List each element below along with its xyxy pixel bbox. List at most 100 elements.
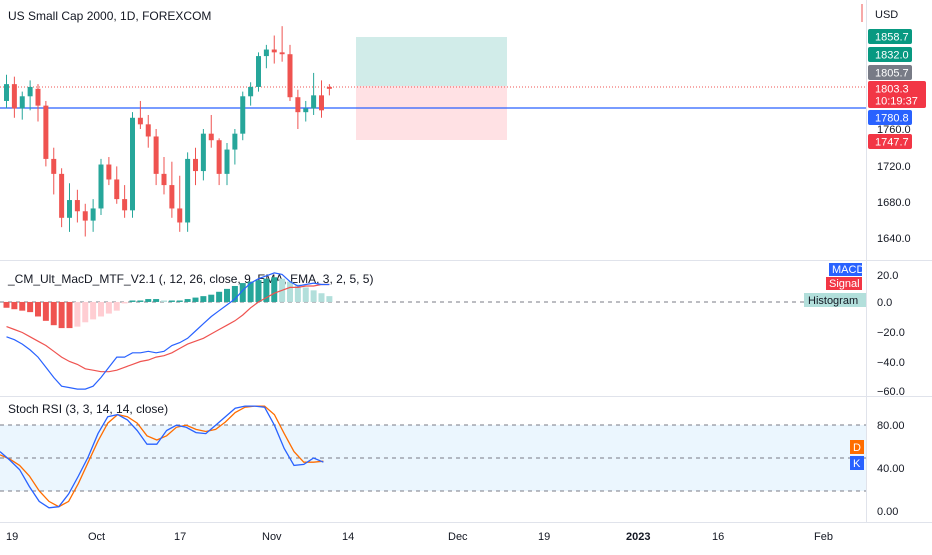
macd-histogram-bar — [137, 300, 144, 302]
stop-zone[interactable] — [356, 86, 507, 140]
candlestick-series[interactable] — [4, 26, 332, 237]
candle — [145, 114, 151, 148]
candle — [303, 100, 309, 122]
candle — [27, 80, 33, 111]
price-label-target: 1858.7 — [868, 29, 912, 44]
macd-histogram[interactable] — [3, 277, 333, 329]
macd-histogram-bar — [247, 281, 254, 302]
candle — [169, 161, 175, 218]
candle — [271, 35, 277, 64]
time-label: Nov — [262, 531, 282, 543]
time-label: Feb — [814, 531, 833, 543]
time-label: Oct — [88, 531, 105, 543]
macd-histogram-bar — [161, 300, 167, 302]
price-label-high: 1832.0 — [868, 47, 912, 62]
macd-histogram-bar — [129, 300, 136, 302]
macd-tick: −60.0 — [877, 386, 905, 398]
candle — [287, 44, 293, 101]
candle-body — [193, 158, 198, 172]
macd-histogram-bar — [184, 299, 191, 302]
candle-body — [130, 117, 135, 211]
candle-body — [4, 84, 9, 101]
target-zone[interactable] — [356, 37, 507, 86]
candle — [193, 147, 198, 186]
candle-body — [82, 211, 88, 221]
candle — [82, 203, 88, 237]
candle-body — [106, 164, 112, 180]
candle — [240, 91, 246, 141]
macd-histogram-bar — [294, 284, 301, 302]
candle-body — [232, 133, 238, 150]
candle-body — [145, 124, 151, 137]
candle — [90, 199, 96, 232]
macd-histogram-bar — [105, 301, 112, 314]
macd-histogram-bar — [231, 285, 238, 302]
candle-body — [303, 108, 309, 113]
stoch-k-line — [0, 405, 324, 509]
price-label-stop: 1747.7 — [868, 134, 912, 149]
candle-body — [177, 208, 183, 223]
candle — [4, 74, 9, 109]
time-label: 16 — [712, 531, 724, 543]
candle-body — [295, 97, 301, 113]
signal-line — [6, 283, 330, 373]
macd-histogram-bar — [271, 277, 278, 302]
candle-body — [169, 185, 175, 209]
macd-line — [6, 272, 330, 390]
price-label-last-text: 1803.3 — [875, 84, 909, 96]
candle-body — [27, 86, 33, 97]
candle-body — [185, 158, 191, 223]
macd-tick: 0.0 — [877, 297, 892, 309]
price-pane[interactable]: US Small Cap 2000, 1D, FOREXCOM USD 1760… — [0, 4, 926, 245]
macd-histogram-bar — [310, 290, 317, 302]
candle — [67, 183, 72, 232]
macd-histogram-bar — [176, 300, 183, 302]
price-tick: 1640.0 — [877, 233, 911, 245]
candle-body — [122, 199, 128, 211]
stoch-lines[interactable] — [0, 405, 324, 509]
price-tick: 1680.0 — [877, 197, 911, 209]
candle-body — [319, 95, 324, 111]
stoch-tick: 0.00 — [877, 506, 898, 518]
time-label: 14 — [342, 531, 354, 543]
candle-body — [19, 96, 25, 109]
macd-histogram-bar — [90, 301, 97, 320]
candle — [208, 114, 214, 148]
macd-histogram-bar — [216, 291, 223, 302]
candle — [216, 138, 222, 186]
candle-body — [200, 133, 206, 172]
macd-histogram-bar — [3, 301, 10, 308]
macd-histogram-bar — [239, 283, 246, 302]
candle-body — [263, 49, 269, 57]
time-axis[interactable]: 19 Oct 17 Nov 14 Dec 19 2023 16 Feb — [6, 531, 833, 543]
candle — [130, 112, 135, 218]
candle — [153, 129, 159, 186]
stoch-rsi-pane[interactable]: Stoch RSI (3, 3, 14, 14, close) D K 80.0… — [0, 402, 905, 518]
candle-body — [90, 208, 96, 221]
candle — [279, 26, 285, 62]
price-label-prev-close: 1805.7 — [868, 65, 912, 80]
macd-legend: MACD Signal Histogram — [804, 263, 866, 307]
macd-histogram-bar — [66, 301, 73, 329]
candle — [19, 91, 25, 120]
candle — [326, 84, 332, 96]
macd-histogram-bar — [121, 301, 128, 304]
currency-label: USD — [875, 9, 898, 21]
candle — [224, 143, 230, 186]
macd-lines[interactable] — [6, 272, 330, 390]
macd-histogram-bar — [255, 280, 262, 302]
candle — [256, 52, 261, 92]
candle — [200, 129, 206, 181]
candle-body — [59, 173, 65, 218]
macd-histogram-bar — [11, 301, 18, 310]
price-label-last: 1803.3 10:19:37 — [868, 81, 926, 108]
candle-body — [161, 173, 167, 186]
price-label-hline: 1780.8 — [868, 110, 912, 125]
candle — [263, 44, 269, 69]
k-legend-label: K — [853, 458, 861, 470]
macd-histogram-bar — [200, 296, 207, 302]
macd-pane[interactable]: _CM_Ult_MacD_MTF_V2.1 (, 12, 26, close, … — [0, 263, 905, 398]
macd-histogram-bar — [287, 281, 293, 302]
candle-body — [248, 86, 254, 97]
